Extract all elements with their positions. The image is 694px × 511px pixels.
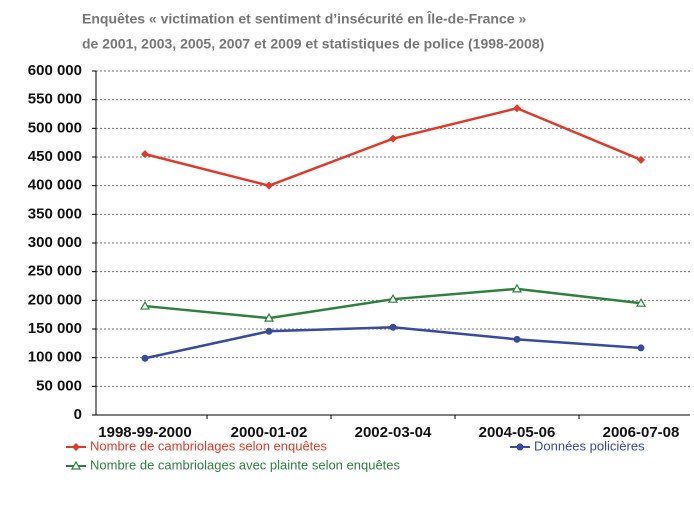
marker (516, 443, 524, 451)
series-line (144, 326, 642, 360)
marker (513, 335, 521, 343)
y-tick-label: 450 000 (28, 148, 82, 165)
chart-subtitle: Enquêtes « victimation et sentiment d’in… (82, 10, 526, 27)
x-tick-label: 1998-99-2000 (98, 424, 191, 441)
y-tick-label: 350 000 (28, 205, 82, 222)
marker (511, 283, 523, 293)
x-tick-label: 2000-01-02 (231, 424, 308, 441)
y-tick-label: 600 000 (28, 62, 82, 79)
legend-label: Nombre de cambriolages selon enquêtes (90, 438, 328, 453)
marker (265, 327, 273, 335)
marker (141, 354, 149, 362)
y-tick-label: 50 000 (36, 377, 82, 394)
marker (72, 443, 80, 451)
chart-subtitle: de 2001, 2003, 2005, 2007 et 2009 et sta… (82, 36, 544, 52)
x-tick-label: 2004-05-06 (479, 424, 556, 441)
y-tick-label: 250 000 (28, 263, 82, 280)
marker (635, 297, 647, 307)
y-tick-label: 0 (74, 406, 82, 423)
marker (70, 460, 82, 470)
legend-label: Nombre de cambriolages avec plainte selo… (90, 457, 401, 472)
marker (387, 293, 399, 303)
marker (139, 300, 151, 310)
marker (265, 181, 273, 190)
marker (513, 104, 521, 113)
y-tick-label: 300 000 (28, 234, 82, 251)
x-tick-label: 2006-07-08 (603, 424, 680, 441)
legend-label: Données policières (534, 438, 645, 453)
marker (637, 155, 645, 164)
y-tick-label: 500 000 (28, 119, 82, 136)
marker (389, 323, 397, 331)
y-tick-label: 150 000 (28, 320, 82, 337)
y-tick-label: 200 000 (28, 291, 82, 308)
marker (141, 150, 149, 159)
series-line (144, 287, 642, 320)
marker (263, 312, 275, 322)
series-line (144, 106, 642, 187)
y-tick-label: 550 000 (28, 91, 82, 108)
marker (389, 134, 397, 143)
marker (637, 344, 645, 352)
y-tick-label: 100 000 (28, 349, 82, 366)
y-tick-label: 400 000 (28, 177, 82, 194)
x-tick-label: 2002-03-04 (355, 424, 432, 441)
